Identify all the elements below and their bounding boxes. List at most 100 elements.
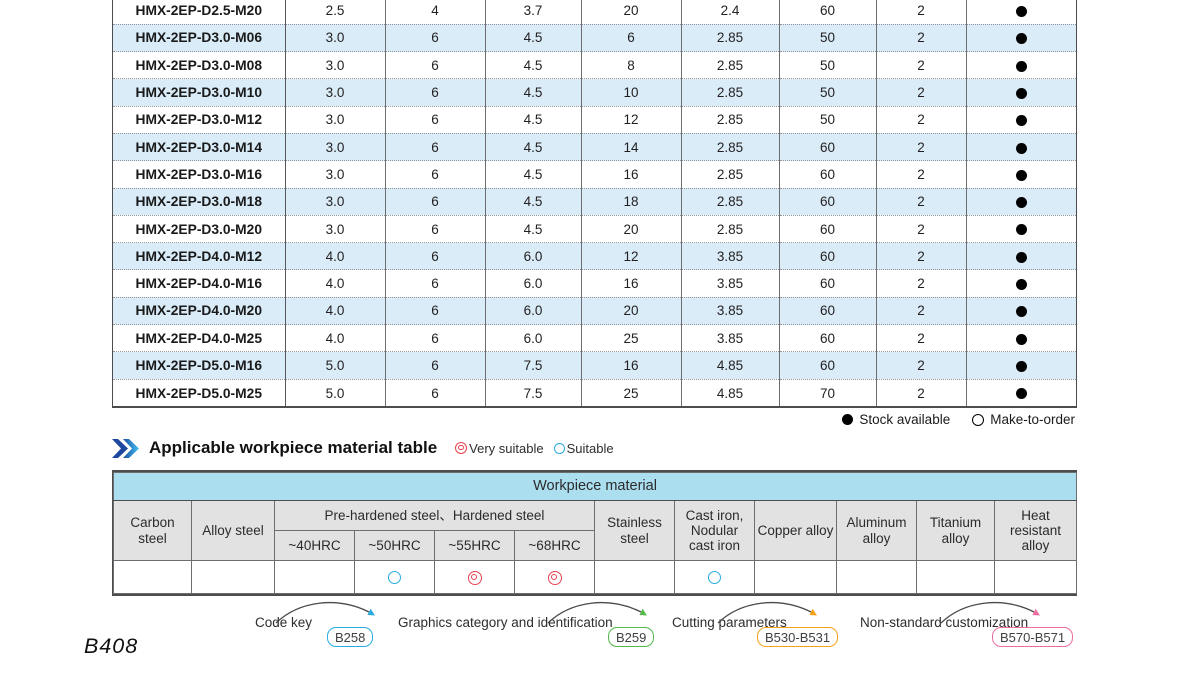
make-to-order-icon: [972, 413, 985, 426]
spec-row: HMX-2EP-D5.0-M25 5.0 6 7.5 25 4.85 70 2: [113, 378, 1076, 407]
col-alloy-steel: Alloy steel: [191, 500, 275, 561]
empty-mark-cell: [113, 560, 192, 594]
spec-row: HMX-2EP-D3.0-M06 3.0 6 4.5 6 2.85 50 2: [113, 23, 1076, 52]
product-spec-table: HMX-2EP-D2.5-M20 2.5 4 3.7 20 2.4 60 2 HMX-2EP-D…: [113, 0, 1076, 407]
col-titanium-alloy: Titanium alloy: [916, 500, 995, 561]
value-cell: 2.85: [681, 214, 780, 243]
col-50hrc: ~50HRC: [354, 530, 435, 561]
col-copper-alloy: Copper alloy: [754, 500, 837, 561]
spec-row: HMX-2EP-D3.0-M10 3.0 6 4.5 10 2.85 50 2: [113, 78, 1076, 107]
reference-page-badge[interactable]: B530-B531: [757, 627, 839, 647]
value-cell: 2.85: [681, 78, 780, 107]
spec-row: HMX-2EP-D4.0-M12 4.0 6 6.0 12 3.85 60 2: [113, 242, 1076, 270]
model-cell: HMX-2EP-D4.0-M12: [113, 242, 286, 270]
value-cell: 6: [385, 296, 486, 325]
value-cell: 6.0: [485, 324, 582, 352]
value-cell: 6: [385, 378, 486, 407]
material-section-header: Applicable workpiece material table Very…: [112, 438, 614, 458]
value-cell: 4.5: [485, 214, 582, 243]
value-cell: 12: [581, 105, 682, 134]
reference-page-badge[interactable]: B259: [608, 627, 655, 647]
curved-arrow-icon: [275, 602, 375, 624]
stock-available-dot: [1015, 169, 1027, 181]
value-cell: 2: [876, 242, 967, 270]
value-cell: 3.85: [681, 324, 780, 352]
model-cell: HMX-2EP-D3.0-M12: [113, 105, 286, 134]
value-cell: 2.85: [681, 187, 780, 216]
value-cell: 14: [581, 132, 682, 161]
value-cell: 3.0: [285, 214, 386, 243]
value-cell: 20: [581, 0, 682, 25]
spec-row: HMX-2EP-D4.0-M20 4.0 6 6.0 20 3.85 60 2: [113, 296, 1076, 325]
model-cell: HMX-2EP-D3.0-M08: [113, 51, 286, 79]
value-cell: 2: [876, 23, 967, 52]
value-cell: 60: [779, 160, 877, 189]
value-cell: 16: [581, 269, 682, 298]
stock-available-dot: [1015, 142, 1027, 154]
suitable-mark-cell: [354, 560, 435, 594]
value-cell: 12: [581, 242, 682, 270]
very-suitable-label: Very suitable: [469, 440, 544, 456]
reference-page-badge[interactable]: B570-B571: [992, 627, 1074, 647]
value-cell: 4.0: [285, 269, 386, 298]
stock-available-dot: [1015, 60, 1027, 72]
stock-cell: [966, 132, 1076, 161]
value-cell: 6: [385, 324, 486, 352]
stock-available-dot: [1015, 224, 1027, 236]
stock-legend: Stock available Make-to-order: [842, 412, 1075, 427]
value-cell: 70: [779, 378, 877, 407]
value-cell: 4.5: [485, 160, 582, 189]
value-cell: 5.0: [285, 378, 386, 407]
suitable-legend-item: Suitable: [553, 440, 614, 456]
stock-available-dot: [1015, 251, 1027, 263]
value-cell: 25: [581, 324, 682, 352]
spec-row: HMX-2EP-D3.0-M16 3.0 6 4.5 16 2.85 60 2: [113, 160, 1076, 189]
value-cell: 20: [581, 214, 682, 243]
empty-mark-cell: [993, 560, 1078, 594]
value-cell: 6: [385, 51, 486, 79]
section-title: Applicable workpiece material table: [149, 438, 438, 457]
stock-cell: [966, 324, 1076, 352]
empty-mark-cell: [754, 560, 837, 594]
model-cell: HMX-2EP-D5.0-M25: [113, 378, 286, 407]
value-cell: 7.5: [485, 378, 582, 407]
spec-row: HMX-2EP-D2.5-M20 2.5 4 3.7 20 2.4 60 2: [113, 0, 1076, 25]
model-cell: HMX-2EP-D3.0-M18: [113, 187, 286, 216]
reference-item: Code key B258: [255, 602, 375, 654]
col-stainless-steel: Stainless steel: [594, 500, 675, 561]
model-cell: HMX-2EP-D5.0-M16: [113, 351, 286, 380]
value-cell: 2: [876, 132, 967, 161]
value-cell: 4.85: [681, 378, 780, 407]
reference-page-badge[interactable]: B258: [327, 627, 374, 647]
value-cell: 60: [779, 132, 877, 161]
spec-row: HMX-2EP-D3.0-M12 3.0 6 4.5 12 2.85 50 2: [113, 105, 1076, 134]
spec-row: HMX-2EP-D5.0-M16 5.0 6 7.5 16 4.85 60 2: [113, 351, 1076, 380]
value-cell: 4.0: [285, 242, 386, 270]
stock-cell: [966, 242, 1076, 270]
value-cell: 3.85: [681, 269, 780, 298]
very-suitable-icon: [547, 570, 562, 585]
model-cell: HMX-2EP-D3.0-M16: [113, 160, 286, 189]
reference-label: Non-standard customization: [860, 615, 1029, 630]
suitable-label: Suitable: [566, 440, 614, 456]
value-cell: 4.5: [485, 51, 582, 79]
value-cell: 4.0: [285, 296, 386, 325]
col-aluminum-alloy: Aluminum alloy: [836, 500, 917, 561]
value-cell: 2.85: [681, 132, 780, 161]
stock-available-dot: [1015, 360, 1027, 372]
value-cell: 2: [876, 351, 967, 380]
value-cell: 16: [581, 160, 682, 189]
value-cell: 2.85: [681, 51, 780, 79]
stock-available-dot: [1015, 306, 1027, 318]
value-cell: 7.5: [485, 351, 582, 380]
very-suitable-mark-cell: [434, 560, 515, 594]
col-carbon-steel: Carbon steel: [113, 500, 192, 561]
value-cell: 4.5: [485, 132, 582, 161]
value-cell: 6: [385, 132, 486, 161]
stock-available-dot: [1015, 5, 1027, 17]
value-cell: 60: [779, 242, 877, 270]
stock-cell: [966, 0, 1076, 24]
stock-cell: [966, 160, 1076, 189]
reference-item: Graphics category and identification B259: [398, 602, 655, 654]
model-cell: HMX-2EP-D3.0-M10: [113, 78, 286, 107]
